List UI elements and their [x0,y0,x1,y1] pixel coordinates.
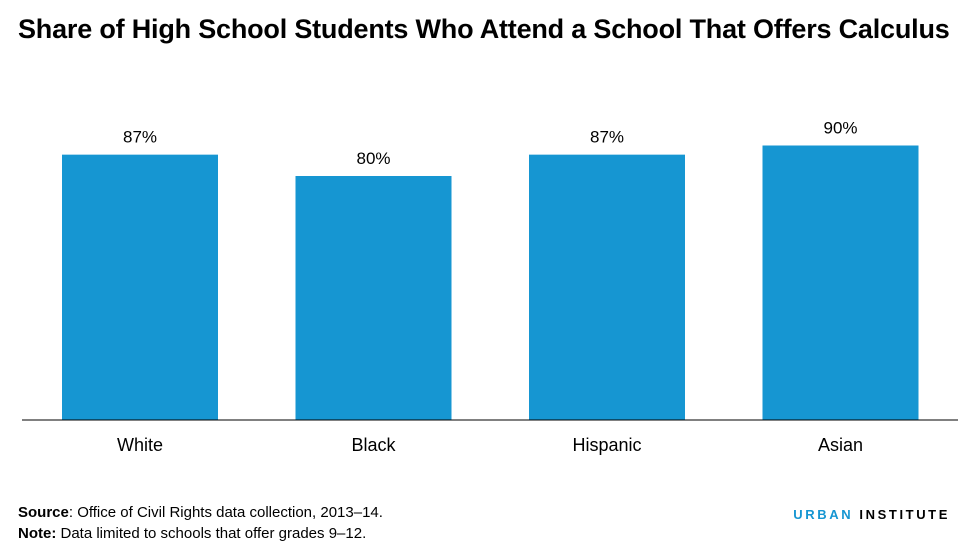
note-line: Note: Data limited to schools that offer… [18,523,383,544]
category-labels-group: White Black Hispanic Asian [117,435,863,455]
category-label-hispanic: Hispanic [572,435,641,455]
value-label-black: 80% [356,149,390,168]
bar-chart: 87% 80% 87% 90% White Black Hispanic Asian [22,119,958,455]
logo-text: INSTITUTE [853,507,950,522]
category-label-black: Black [351,435,396,455]
source-label: Source [18,504,69,521]
value-label-hispanic: 87% [590,128,624,147]
bars-group [62,145,919,420]
footer: Source: Office of Civil Rights data coll… [18,502,383,544]
category-label-white: White [117,435,163,455]
bar-white [62,154,218,420]
chart-title: Share of High School Students Who Attend… [18,14,950,44]
value-label-white: 87% [123,128,157,147]
value-label-asian: 90% [823,119,857,138]
value-labels-group: 87% 80% 87% 90% [123,119,858,169]
logo-accent-text: URBAN [793,507,854,522]
note-label: Note: [18,525,57,542]
bar-black [295,176,452,420]
source-text: : Office of Civil Rights data collection… [68,504,383,521]
bar-asian [762,145,919,420]
note-text: Data limited to schools that offer grade… [56,525,367,542]
bar-hispanic [529,154,685,420]
urban-institute-logo: URBAN INSTITUTE [793,507,950,522]
category-label-asian: Asian [818,435,863,455]
source-line: Source: Office of Civil Rights data coll… [18,502,383,523]
